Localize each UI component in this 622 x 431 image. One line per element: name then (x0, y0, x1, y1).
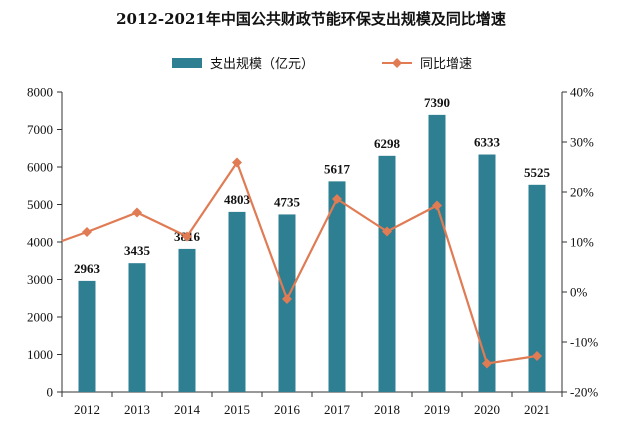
x-axis-tick-label: 2017 (324, 402, 351, 417)
bar-data-label: 7390 (424, 95, 450, 110)
right-axis-tick-label: 20% (570, 185, 594, 200)
axes: 0 1000 2000 3000 4000 5000 6000 7000 8000 -20% -10… (27, 85, 598, 418)
left-axis-tick-label: 8000 (27, 85, 53, 100)
chart-title: 2012-2021年中国公共财政节能环保支出规模及同比增速 (116, 10, 506, 28)
growth-marker (232, 157, 242, 168)
bar (178, 248, 196, 392)
right-axis-tick-label: -10% (570, 335, 598, 350)
growth-marker (282, 294, 292, 304)
right-axis-tick-label: -20% (570, 385, 598, 400)
right-axis-tick-label: 10% (570, 235, 594, 250)
growth-marker (432, 200, 442, 211)
bar-data-label: 5617 (324, 161, 351, 176)
bar (378, 155, 396, 392)
x-axis-tick-label: 2018 (374, 402, 400, 417)
left-axis-tick-label: 0 (47, 385, 54, 400)
growth-marker (182, 231, 192, 242)
left-axis-tick-label: 4000 (27, 235, 53, 250)
bar (228, 211, 246, 392)
legend-label-bar: 支出规模（亿元） (210, 57, 314, 72)
left-axis-tick-label: 1000 (27, 347, 53, 362)
growth-marker (482, 358, 492, 369)
growth-marker (132, 207, 142, 218)
growth-marker (332, 194, 342, 204)
x-axis-tick-label: 2014 (174, 402, 201, 417)
left-axis-tick-label: 6000 (27, 160, 53, 175)
bar-data-label: 6333 (474, 135, 501, 150)
line-series (61, 157, 542, 369)
bar (128, 263, 146, 392)
bar-data-label: 6298 (374, 136, 401, 151)
x-axis-tick-label: 2015 (224, 402, 250, 417)
right-axis-tick-label: 0% (570, 285, 588, 300)
right-axis-tick-label: 40% (570, 85, 594, 100)
bar (478, 154, 496, 392)
bar-data-label: 2963 (74, 261, 101, 276)
x-axis-tick-label: 2020 (474, 402, 500, 417)
bar (328, 181, 346, 392)
left-axis-tick-label: 5000 (27, 197, 53, 212)
x-axis-tick-label: 2021 (524, 402, 550, 417)
left-axis-tick-label: 2000 (27, 310, 53, 325)
bar (528, 184, 546, 392)
legend-label-line: 同比增速 (420, 57, 472, 72)
growth-marker (382, 226, 392, 237)
x-axis-tick-label: 2016 (274, 402, 301, 417)
left-axis-tick-label: 3000 (27, 272, 53, 287)
bar-data-label: 3435 (124, 243, 151, 258)
x-axis-tick-label: 2012 (74, 402, 100, 417)
bar-data-label: 4803 (224, 192, 251, 207)
right-axis-tick-label: 30% (570, 135, 594, 150)
bar (78, 280, 96, 392)
growth-marker (82, 227, 92, 237)
x-axis-tick-label: 2019 (424, 402, 450, 417)
bar-data-label: 4735 (274, 194, 301, 209)
left-axis-tick-label: 7000 (27, 122, 53, 137)
bar-data-label: 5525 (524, 165, 551, 180)
bar-labels: 2963343538164803473556176298739063335525 (74, 95, 551, 276)
x-axis-tick-label: 2013 (124, 402, 150, 417)
bar (428, 114, 446, 392)
growth-marker (532, 351, 542, 361)
legend: 支出规模（亿元） 同比增速 (172, 57, 472, 72)
legend-swatch-marker (392, 58, 402, 68)
legend-swatch-bar (172, 58, 202, 68)
